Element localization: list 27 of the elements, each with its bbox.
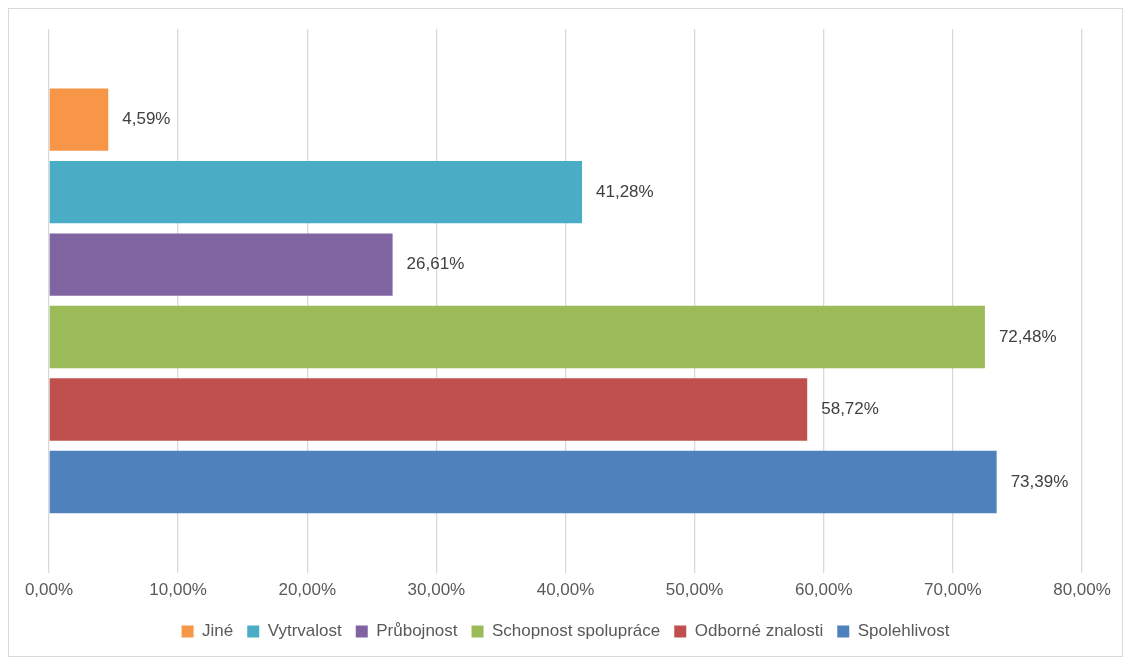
x-tick-label: 20,00%	[278, 580, 337, 600]
data-label: 58,72%	[821, 399, 879, 419]
x-tick-label: 50,00%	[665, 580, 724, 600]
x-tick-label: 40,00%	[536, 580, 595, 600]
data-label: 72,48%	[998, 326, 1057, 346]
data-label: 41,28%	[596, 181, 654, 201]
data-label: 26,61%	[406, 254, 465, 274]
bar	[49, 305, 985, 369]
legend-label: Průbojnost	[376, 621, 458, 641]
x-tick-label: 80,00%	[1053, 580, 1111, 600]
bar	[49, 88, 109, 151]
data-label: 73,39%	[1010, 471, 1069, 491]
bar	[49, 160, 583, 224]
bar	[49, 378, 808, 441]
data-label: 4,59%	[122, 109, 171, 129]
x-tick-label: 70,00%	[924, 580, 982, 600]
bar	[49, 450, 997, 514]
legend-label: Spolehlivost	[857, 621, 950, 641]
x-tick-label: 60,00%	[794, 580, 853, 600]
x-tick-label: 10,00%	[149, 580, 207, 600]
bar	[49, 233, 393, 296]
x-tick-label: 0,00%	[24, 580, 74, 600]
legend-label: Odborné znalosti	[694, 621, 824, 641]
legend-label: Vytrvalost	[267, 621, 343, 641]
legend-label: Jiné	[202, 621, 234, 641]
legend-label: Schopnost spolupráce	[492, 621, 661, 641]
x-tick-label: 30,00%	[407, 580, 466, 600]
